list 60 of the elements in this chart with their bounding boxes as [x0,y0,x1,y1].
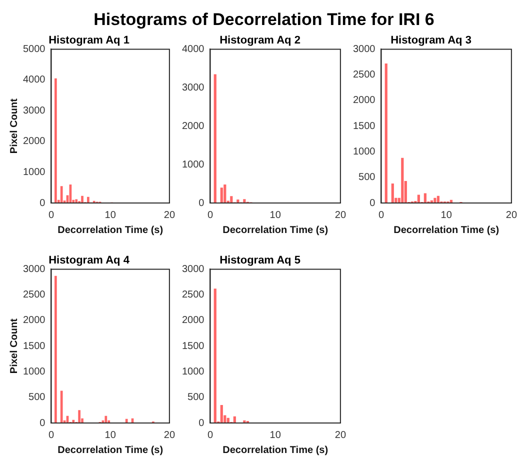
x-axis-title: Decorrelation Time (s) [58,224,164,236]
x-tick-label: 20 [506,210,518,221]
x-tick-label: 10 [104,430,116,441]
y-tick-label: 500 [188,392,205,404]
y-tick-label: 4000 [182,44,205,55]
x-tick-label: 0 [378,210,384,221]
y-tick-label: 2500 [352,70,376,81]
y-tick-label: 0 [40,418,46,429]
x-axis-title: Decorrelation Time (s) [58,444,164,456]
x-axis-title: Decorrelation Time (s) [222,444,328,456]
y-tick-label: 2000 [182,315,205,326]
x-tick-label: 20 [334,430,346,441]
y-tick-label: 1000 [22,166,46,178]
y-tick-label: 2000 [22,315,46,326]
y-tick-label: 3000 [22,264,46,275]
y-tick-label: 3000 [22,105,46,116]
x-axis-title: Decorrelation Time (s) [394,224,500,236]
y-tick-label: 1000 [352,146,376,158]
y-tick-label: 1500 [182,340,205,352]
x-tick-label: 0 [207,430,214,441]
x-tick-label: 0 [48,210,54,221]
x-tick-label: 10 [104,210,116,221]
x-tick-label: 0 [207,210,214,221]
y-tick-label: 0 [198,418,205,429]
y-tick-label: 1500 [22,340,46,352]
y-tick-label: 500 [358,172,376,184]
x-tick-label: 10 [270,430,282,441]
x-tick-label: 10 [270,210,282,221]
x-tick-label: 20 [334,210,346,221]
x-tick-label: 10 [440,210,452,221]
y-tick-label: 2500 [182,290,205,301]
y-tick-label: 1500 [352,120,376,132]
y-tick-label: 1000 [182,159,205,170]
chart-title: Histogram Aq 1 [48,34,130,47]
y-tick-label: 3000 [352,44,376,55]
chart-title: Histogram Aq 2 [220,34,300,47]
x-tick-label: 20 [164,210,176,221]
y-tick-label: 2000 [22,136,46,148]
y-tick-label: 5000 [22,44,46,55]
y-axis-title: Pixel Count [8,318,20,374]
chart-title: Histogram Aq 4 [48,254,130,267]
y-tick-label: 2000 [352,95,376,106]
x-tick-label: 20 [164,430,176,441]
x-axis-title: Decorrelation Time (s) [222,224,328,236]
y-tick-label: 4000 [22,74,46,86]
y-tick-label: 0 [198,198,205,209]
x-tick-label: 0 [48,430,54,441]
y-tick-label: 2500 [22,290,46,301]
y-tick-label: 3000 [182,264,205,275]
y-tick-label: 500 [28,392,46,404]
y-tick-label: 2000 [182,120,205,132]
y-tick-label: 3000 [182,82,205,94]
y-tick-label: 0 [40,198,46,209]
y-axis-title: Pixel Count [8,98,20,154]
y-tick-label: 1000 [182,366,205,378]
chart-title: Histogram Aq 5 [220,254,300,267]
y-tick-label: 1000 [22,366,46,378]
y-tick-label: 0 [370,198,376,209]
chart-title: Histogram Aq 3 [390,34,472,47]
text: Histograms of Decorrelation Time for IRI 6 [92,10,436,30]
